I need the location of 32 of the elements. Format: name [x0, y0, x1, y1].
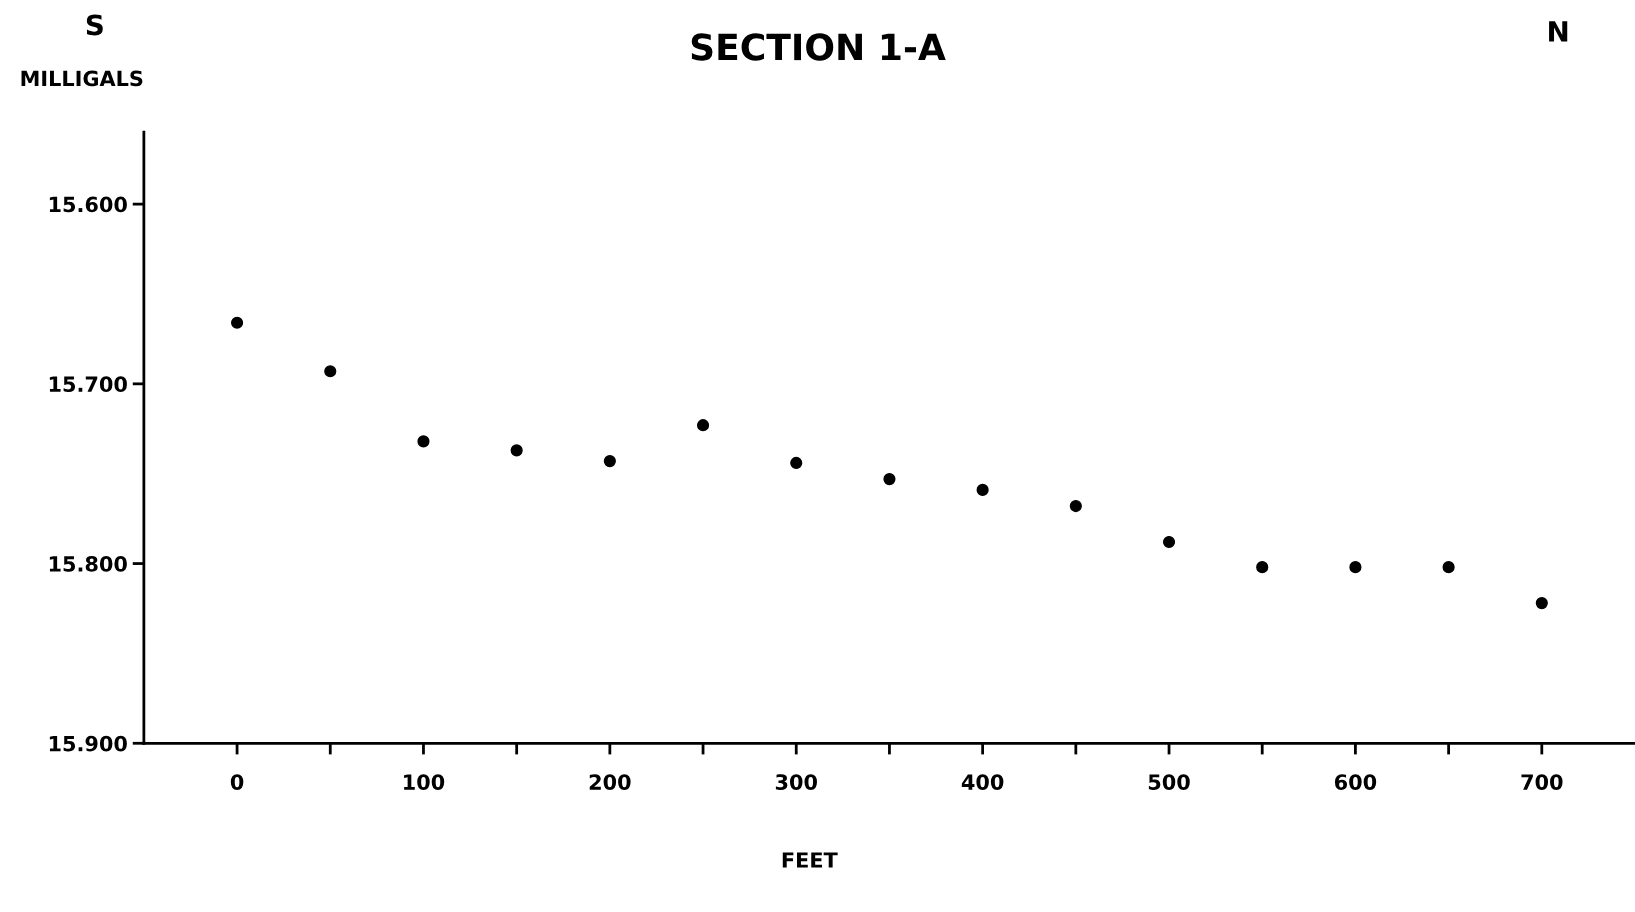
- point: [231, 316, 244, 329]
- x-tick-label: 300: [775, 774, 817, 790]
- point: [1162, 535, 1176, 549]
- point: [1442, 561, 1455, 574]
- point: [976, 483, 989, 496]
- x-tick-label: 0: [230, 774, 244, 790]
- y-axis-title: MILLIGALS: [21, 70, 143, 87]
- point: [1069, 499, 1082, 513]
- point: [1256, 561, 1269, 574]
- x-tick-label: 500: [1148, 774, 1190, 790]
- point: [324, 365, 337, 378]
- point: [1535, 597, 1548, 610]
- x-tick-label: 100: [404, 774, 445, 790]
- y-tick-label: 15.700: [49, 376, 127, 393]
- y-tick-label: 15.800: [49, 556, 127, 572]
- point: [417, 435, 430, 448]
- y-tick-label: 15.600: [49, 196, 127, 213]
- point: [696, 419, 710, 432]
- text: S: [86, 14, 103, 36]
- point: [790, 456, 803, 469]
- x-tick-label: 700: [1521, 774, 1563, 790]
- point: [883, 473, 896, 486]
- y-tick-label: 15.900: [49, 735, 127, 752]
- text: N: [1549, 21, 1568, 42]
- x-axis-title: FEET: [782, 852, 838, 868]
- chart-title: SECTION 1-A: [691, 33, 946, 61]
- x-tick-label: 400: [961, 774, 1004, 790]
- point: [603, 455, 616, 468]
- x-tick-label: 200: [589, 774, 631, 790]
- point: [510, 444, 523, 457]
- point: [1349, 561, 1362, 574]
- x-tick-label: 600: [1334, 774, 1377, 790]
